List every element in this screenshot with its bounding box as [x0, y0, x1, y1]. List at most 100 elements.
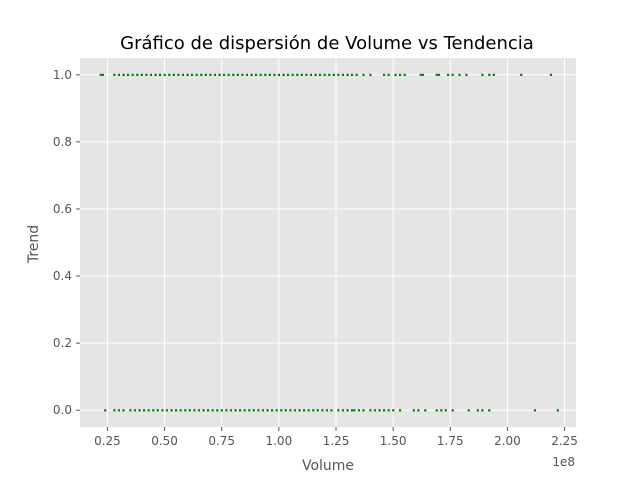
data-point: [191, 73, 194, 76]
data-point: [200, 73, 203, 76]
data-point: [417, 409, 420, 412]
data-point: [309, 73, 313, 76]
data-point: [227, 73, 230, 76]
y-tick-label: 1.0: [53, 68, 72, 82]
data-point: [282, 73, 285, 76]
data-point: [444, 409, 447, 412]
data-point: [303, 409, 306, 412]
data-point: [127, 73, 130, 76]
data-point: [122, 409, 125, 412]
data-point: [387, 73, 390, 76]
data-point: [152, 409, 155, 412]
data-point: [138, 409, 141, 412]
data-point: [323, 73, 326, 76]
data-point: [378, 409, 381, 412]
data-point: [293, 409, 297, 412]
data-point: [204, 73, 207, 76]
data-point: [399, 409, 402, 412]
data-point: [337, 73, 340, 76]
data-point: [129, 409, 132, 412]
data-point: [163, 73, 166, 76]
data-point: [346, 73, 349, 76]
data-point: [533, 409, 537, 412]
data-point: [419, 73, 422, 76]
x-tick-label: 1.50: [380, 434, 407, 448]
data-point: [421, 73, 425, 76]
data-point: [337, 409, 340, 412]
data-point: [332, 73, 335, 76]
data-point: [136, 73, 139, 76]
data-point: [412, 409, 415, 412]
data-point: [264, 73, 267, 76]
data-point: [330, 409, 333, 412]
y-tick-label: 0.6: [53, 202, 72, 216]
data-point: [266, 409, 269, 412]
data-point: [440, 409, 443, 412]
data-point: [325, 409, 329, 412]
data-point: [451, 409, 454, 412]
data-point: [492, 73, 495, 76]
data-point: [239, 409, 242, 412]
data-point: [362, 73, 365, 76]
data-point: [451, 73, 454, 76]
data-point: [291, 73, 294, 76]
data-point: [458, 73, 461, 76]
data-point: [229, 409, 233, 412]
x-axis-ticks: 0.25 0.50 0.75 1.00 1.25 1.50 1.75 2.00 2.25: [94, 427, 578, 448]
data-point: [476, 409, 479, 412]
data-point: [243, 409, 246, 412]
data-point: [213, 73, 217, 76]
data-point: [394, 73, 397, 76]
data-point: [248, 409, 251, 412]
data-point: [383, 73, 386, 76]
data-point: [435, 73, 438, 76]
data-point: [165, 409, 169, 412]
data-point: [481, 73, 484, 76]
chart-title: Gráfico de dispersión de Volume vs Tende…: [120, 33, 534, 54]
data-point: [154, 73, 157, 76]
data-point: [245, 73, 249, 76]
x-tick-label: 1.25: [323, 434, 350, 448]
data-point: [99, 73, 102, 76]
data-point: [369, 409, 372, 412]
data-point: [392, 409, 395, 412]
data-point: [216, 409, 219, 412]
grid-lines: [80, 58, 576, 427]
data-point: [357, 409, 361, 412]
data-point: [113, 73, 116, 76]
data-point: [467, 409, 470, 412]
data-point: [181, 73, 185, 76]
data-point: [341, 73, 345, 76]
data-point: [556, 409, 559, 412]
data-point: [424, 409, 427, 412]
x-tick-label: 2.00: [494, 434, 521, 448]
data-point: [202, 409, 205, 412]
data-point: [122, 73, 125, 76]
data-point: [113, 409, 116, 412]
data-point: [280, 409, 283, 412]
x-tick-label: 1.00: [265, 434, 292, 448]
data-point: [319, 73, 322, 76]
data-point: [195, 73, 198, 76]
y-tick-label: 0.8: [53, 135, 72, 149]
data-point: [147, 409, 150, 412]
data-point: [234, 409, 237, 412]
data-point: [241, 73, 244, 76]
data-point: [184, 409, 187, 412]
data-point: [175, 409, 178, 412]
data-point: [255, 73, 258, 76]
data-point: [161, 409, 164, 412]
data-point: [232, 73, 235, 76]
data-point: [314, 73, 317, 76]
data-point: [298, 409, 301, 412]
data-point: [133, 409, 137, 412]
x-tick-label: 0.50: [151, 434, 178, 448]
y-tick-label: 0.4: [53, 269, 72, 283]
data-point: [353, 409, 356, 412]
data-point: [257, 409, 260, 412]
data-point: [488, 409, 491, 412]
data-point: [284, 409, 287, 412]
data-point: [312, 409, 315, 412]
data-point: [207, 409, 210, 412]
data-point: [149, 73, 153, 76]
